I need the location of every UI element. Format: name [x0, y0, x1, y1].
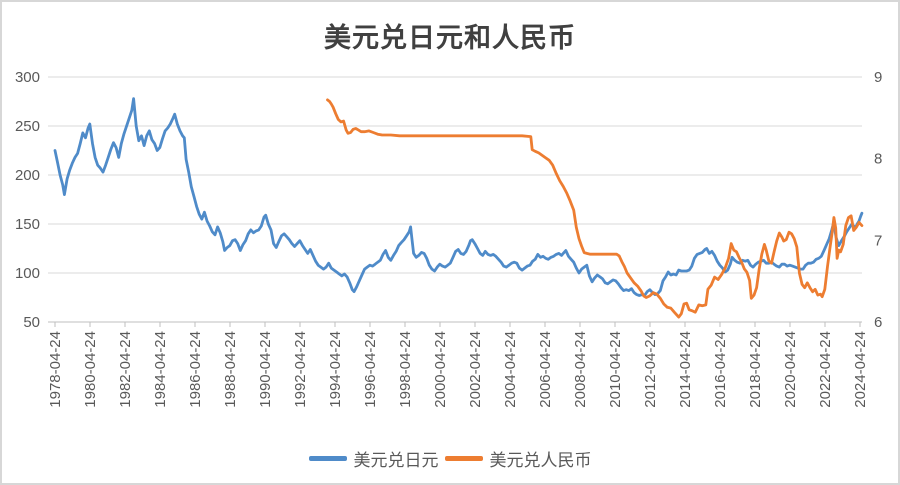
legend-label-usd-cny: 美元兑人民币: [489, 451, 592, 470]
y-axis-right-tick-label: 7: [874, 232, 882, 249]
x-axis-tick-label: 1990-04-24: [257, 331, 274, 408]
legend-label-usd-jpy: 美元兑日元: [353, 451, 439, 470]
legend-item-usd-cny: 美元兑人民币: [444, 446, 592, 471]
series-line-usd-jpy: [53, 97, 864, 297]
y-axis-right-tick-label: 6: [874, 314, 882, 331]
x-axis-tick-label: 2006-04-24: [537, 331, 554, 408]
x-axis-tick-label: 2010-04-24: [607, 331, 624, 408]
y-axis-left-tick-label: 50: [23, 314, 40, 331]
x-axis-tick-label: 1982-04-24: [117, 331, 134, 408]
x-axis-tick-label: 1988-04-24: [222, 331, 239, 408]
x-axis-tick-label: 1984-04-24: [152, 331, 169, 408]
x-axis-tick-label: 2016-04-24: [712, 331, 729, 408]
y-axis-left-tick-label: 200: [15, 167, 40, 184]
y-axis-left-tick-label: 300: [15, 69, 40, 86]
x-axis-tick-label: 2014-04-24: [677, 331, 694, 408]
y-axis-left-tick-label: 150: [15, 216, 40, 233]
chart-title: 美元兑日元和人民币: [324, 23, 576, 53]
y-axis-left-tick-label: 100: [15, 265, 40, 282]
x-axis-tick-label: 1994-04-24: [327, 331, 344, 408]
y-axis-left-tick-label: 250: [15, 118, 40, 135]
y-axis-right-tick-label: 8: [874, 151, 882, 168]
x-axis-tick-label: 2012-04-24: [642, 331, 659, 408]
usd-jpy-line-swatch: [308, 456, 347, 461]
x-axis-tick-label: 1998-04-24: [397, 331, 414, 408]
legend-item-usd-jpy: 美元兑日元: [308, 446, 439, 471]
x-axis-tick-label: 1996-04-24: [362, 331, 379, 408]
x-axis-tick-label: 2002-04-24: [467, 331, 484, 408]
x-axis-tick-label: 2020-04-24: [782, 331, 799, 408]
x-axis-tick-label: 1978-04-24: [47, 331, 64, 408]
x-axis-tick-label: 2008-04-24: [572, 331, 589, 408]
x-axis-tick-label: 1986-04-24: [187, 331, 204, 408]
y-axis-right-tick-label: 9: [874, 69, 882, 86]
usd-cny-line-swatch: [444, 456, 483, 461]
x-axis-tick-label: 2022-04-24: [817, 331, 834, 408]
x-axis-tick-label: 2024-04-24: [852, 331, 869, 408]
x-axis-tick-label: 1980-04-24: [82, 331, 99, 408]
x-axis-tick-label: 2004-04-24: [502, 331, 519, 408]
x-axis-tick-label: 2000-04-24: [432, 331, 449, 408]
x-axis-tick-label: 2018-04-24: [747, 331, 764, 408]
legend: 美元兑日元 美元兑人民币: [2, 446, 898, 471]
x-axis-tick-label: 1992-04-24: [292, 331, 309, 408]
series-line-usd-cny: [326, 98, 864, 319]
